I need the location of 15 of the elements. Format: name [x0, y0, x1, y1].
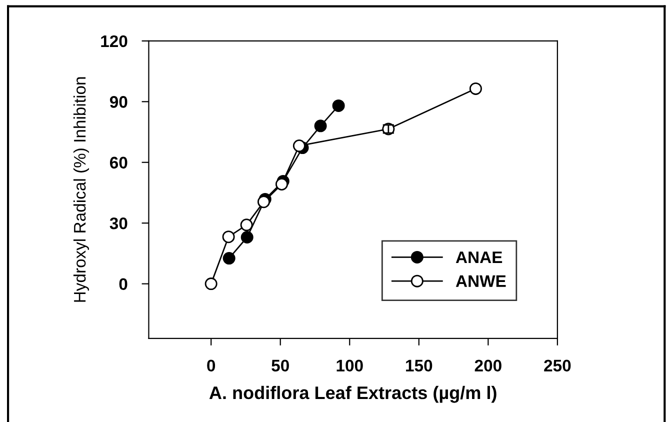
y-axis-title: Hydroxyl Radical (%) Inhibition [73, 77, 89, 302]
x-tick-label: 100 [336, 360, 363, 372]
legend-label: ANAE [456, 252, 502, 264]
x-tick-label: 150 [406, 360, 432, 372]
y-tick-label: 120 [101, 35, 128, 48]
y-tick-label: 0 [119, 278, 128, 290]
y-tick-label: 60 [110, 156, 128, 169]
x-tick-label: 200 [474, 360, 502, 372]
y-tick-label: 90 [110, 96, 128, 108]
x-tick-label: 250 [544, 360, 571, 372]
y-tick-label: 30 [110, 217, 128, 230]
legend-label: ANWE [456, 275, 506, 287]
x-tick-label: 50 [272, 360, 289, 372]
x-tick-label: 0 [207, 360, 216, 372]
x-axis-title: A. nodiflora Leaf Extracts (µg/m l) [209, 386, 496, 403]
